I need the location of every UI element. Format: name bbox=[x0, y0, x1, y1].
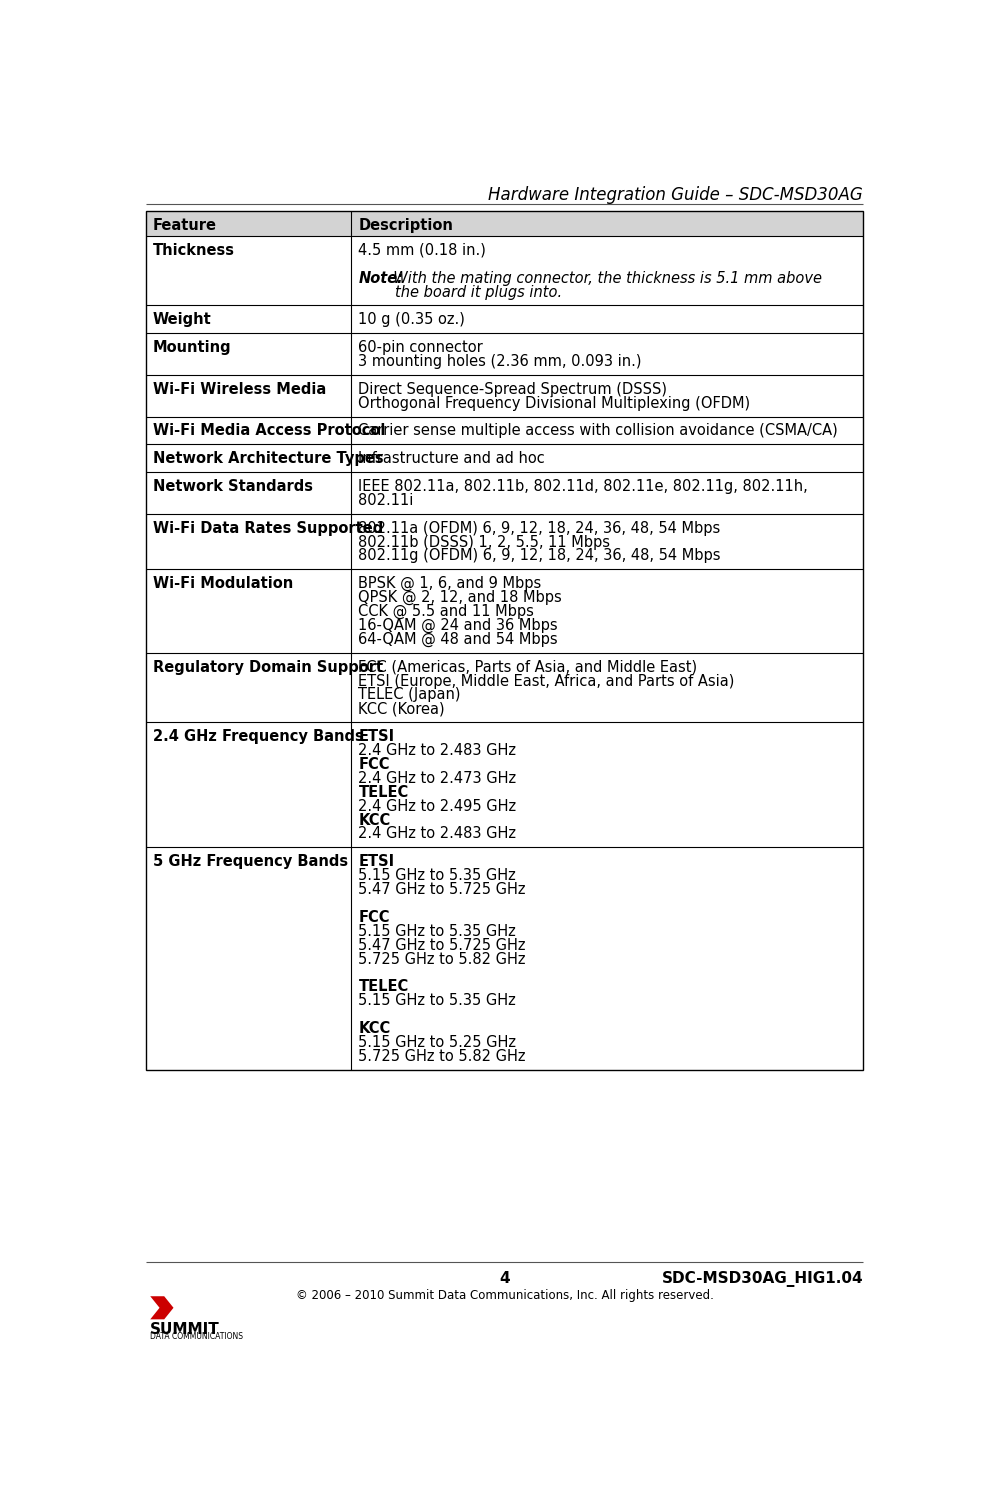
Text: 3 mounting holes (2.36 mm, 0.093 in.): 3 mounting holes (2.36 mm, 0.093 in.) bbox=[359, 353, 642, 370]
Text: Hardware Integration Guide – SDC-MSD30AG: Hardware Integration Guide – SDC-MSD30AG bbox=[489, 186, 863, 203]
Text: Wi-Fi Wireless Media: Wi-Fi Wireless Media bbox=[153, 382, 326, 396]
Text: 10 g (0.35 oz.): 10 g (0.35 oz.) bbox=[359, 312, 465, 327]
Text: CCK @ 5.5 and 11 Mbps: CCK @ 5.5 and 11 Mbps bbox=[359, 604, 534, 619]
Text: TELEC: TELEC bbox=[359, 980, 409, 995]
Text: 2.4 GHz to 2.483 GHz: 2.4 GHz to 2.483 GHz bbox=[359, 742, 516, 757]
Bar bbox=[147, 374, 863, 417]
Text: 802.11a (OFDM) 6, 9, 12, 18, 24, 36, 48, 54 Mbps: 802.11a (OFDM) 6, 9, 12, 18, 24, 36, 48,… bbox=[359, 521, 721, 536]
Text: Infrastructure and ad hoc: Infrastructure and ad hoc bbox=[359, 451, 545, 466]
Text: 802.11i: 802.11i bbox=[359, 493, 414, 508]
Text: IEEE 802.11a, 802.11b, 802.11d, 802.11e, 802.11g, 802.11h,: IEEE 802.11a, 802.11b, 802.11d, 802.11e,… bbox=[359, 480, 808, 495]
Text: Description: Description bbox=[359, 218, 453, 233]
Text: 5 GHz Frequency Bands: 5 GHz Frequency Bands bbox=[153, 854, 348, 869]
Text: ETSI: ETSI bbox=[359, 729, 395, 744]
Text: FCC (Americas, Parts of Asia, and Middle East): FCC (Americas, Parts of Asia, and Middle… bbox=[359, 659, 697, 674]
Text: FCC: FCC bbox=[359, 757, 390, 772]
Text: ETSI: ETSI bbox=[359, 854, 395, 869]
Text: Wi-Fi Media Access Protocol: Wi-Fi Media Access Protocol bbox=[153, 423, 385, 438]
Text: 60-pin connector: 60-pin connector bbox=[359, 340, 484, 355]
Bar bbox=[147, 653, 863, 722]
Text: Regulatory Domain Support: Regulatory Domain Support bbox=[153, 659, 383, 674]
Text: 5.47 GHz to 5.725 GHz: 5.47 GHz to 5.725 GHz bbox=[359, 882, 526, 897]
Text: Direct Sequence-Spread Spectrum (DSSS): Direct Sequence-Spread Spectrum (DSSS) bbox=[359, 382, 668, 396]
Text: ETSI (Europe, Middle East, Africa, and Parts of Asia): ETSI (Europe, Middle East, Africa, and P… bbox=[359, 674, 735, 689]
Text: With the mating connector, the thickness is 5.1 mm above: With the mating connector, the thickness… bbox=[384, 270, 821, 285]
Text: Weight: Weight bbox=[153, 312, 212, 327]
Text: TELEC: TELEC bbox=[359, 784, 409, 800]
Text: SDC-MSD30AG_HIG1.04: SDC-MSD30AG_HIG1.04 bbox=[662, 1271, 863, 1287]
Text: 2.4 GHz to 2.483 GHz: 2.4 GHz to 2.483 GHz bbox=[359, 827, 516, 842]
Text: DATA COMMUNICATIONS: DATA COMMUNICATIONS bbox=[151, 1332, 243, 1341]
Text: 4: 4 bbox=[499, 1271, 510, 1286]
Text: 16-QAM @ 24 and 36 Mbps: 16-QAM @ 24 and 36 Mbps bbox=[359, 618, 558, 633]
Text: SUMMIT: SUMMIT bbox=[151, 1323, 220, 1338]
Polygon shape bbox=[151, 1296, 173, 1319]
Text: 64-QAM @ 48 and 54 Mbps: 64-QAM @ 48 and 54 Mbps bbox=[359, 633, 558, 647]
Text: Network Architecture Types: Network Architecture Types bbox=[153, 451, 383, 466]
Text: KCC (Korea): KCC (Korea) bbox=[359, 701, 445, 716]
Text: FCC: FCC bbox=[359, 910, 390, 925]
Text: KCC: KCC bbox=[359, 1022, 391, 1037]
Bar bbox=[147, 569, 863, 653]
Text: 5.47 GHz to 5.725 GHz: 5.47 GHz to 5.725 GHz bbox=[359, 937, 526, 953]
Bar bbox=[147, 333, 863, 374]
Bar bbox=[147, 211, 863, 1069]
Text: 5.725 GHz to 5.82 GHz: 5.725 GHz to 5.82 GHz bbox=[359, 952, 526, 967]
Text: © 2006 – 2010 Summit Data Communications, Inc. All rights reserved.: © 2006 – 2010 Summit Data Communications… bbox=[296, 1289, 714, 1301]
Text: KCC: KCC bbox=[359, 812, 391, 827]
Bar bbox=[147, 444, 863, 472]
Text: 5.15 GHz to 5.35 GHz: 5.15 GHz to 5.35 GHz bbox=[359, 924, 516, 939]
Text: Wi-Fi Modulation: Wi-Fi Modulation bbox=[153, 576, 293, 591]
Text: 802.11b (DSSS) 1, 2, 5.5, 11 Mbps: 802.11b (DSSS) 1, 2, 5.5, 11 Mbps bbox=[359, 535, 611, 549]
Text: Network Standards: Network Standards bbox=[153, 480, 312, 495]
Text: 4.5 mm (0.18 in.): 4.5 mm (0.18 in.) bbox=[359, 244, 487, 258]
Bar bbox=[147, 514, 863, 569]
Text: Feature: Feature bbox=[153, 218, 217, 233]
Text: 5.725 GHz to 5.82 GHz: 5.725 GHz to 5.82 GHz bbox=[359, 1048, 526, 1063]
Bar bbox=[147, 211, 863, 236]
Bar bbox=[147, 472, 863, 514]
Text: Note:: Note: bbox=[359, 270, 404, 285]
Text: Thickness: Thickness bbox=[153, 244, 234, 258]
Text: 5.15 GHz to 5.25 GHz: 5.15 GHz to 5.25 GHz bbox=[359, 1035, 516, 1050]
Text: Mounting: Mounting bbox=[153, 340, 231, 355]
Text: 802.11g (OFDM) 6, 9, 12, 18, 24, 36, 48, 54 Mbps: 802.11g (OFDM) 6, 9, 12, 18, 24, 36, 48,… bbox=[359, 548, 721, 563]
Text: the board it plugs into.: the board it plugs into. bbox=[359, 285, 562, 300]
Bar bbox=[147, 722, 863, 848]
Bar bbox=[147, 417, 863, 444]
Text: Carrier sense multiple access with collision avoidance (CSMA/CA): Carrier sense multiple access with colli… bbox=[359, 423, 838, 438]
Text: Wi-Fi Data Rates Supported: Wi-Fi Data Rates Supported bbox=[153, 521, 383, 536]
Text: 2.4 GHz to 2.473 GHz: 2.4 GHz to 2.473 GHz bbox=[359, 771, 516, 786]
Bar bbox=[147, 306, 863, 333]
Text: 5.15 GHz to 5.35 GHz: 5.15 GHz to 5.35 GHz bbox=[359, 993, 516, 1008]
Text: BPSK @ 1, 6, and 9 Mbps: BPSK @ 1, 6, and 9 Mbps bbox=[359, 576, 542, 591]
Text: 5.15 GHz to 5.35 GHz: 5.15 GHz to 5.35 GHz bbox=[359, 869, 516, 884]
Text: 2.4 GHz Frequency Bands: 2.4 GHz Frequency Bands bbox=[153, 729, 363, 744]
Bar bbox=[147, 236, 863, 306]
Bar bbox=[147, 848, 863, 1069]
Text: Orthogonal Frequency Divisional Multiplexing (OFDM): Orthogonal Frequency Divisional Multiple… bbox=[359, 395, 751, 411]
Text: TELEC (Japan): TELEC (Japan) bbox=[359, 688, 461, 702]
Text: 2.4 GHz to 2.495 GHz: 2.4 GHz to 2.495 GHz bbox=[359, 799, 516, 814]
Text: QPSK @ 2, 12, and 18 Mbps: QPSK @ 2, 12, and 18 Mbps bbox=[359, 590, 562, 606]
